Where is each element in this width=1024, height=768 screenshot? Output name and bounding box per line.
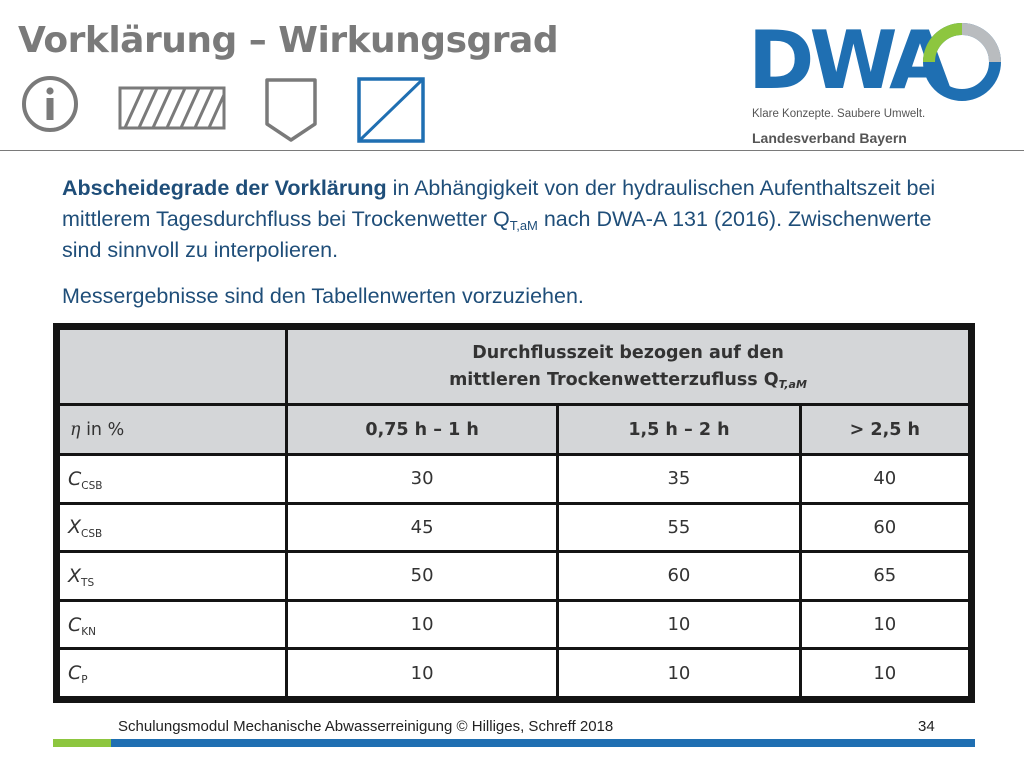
- slide-title: Vorklärung – Wirkungsgrad: [18, 20, 559, 61]
- row-symbol: X: [68, 564, 82, 587]
- table-corner-cell: [60, 330, 285, 403]
- eta-header: η in %: [60, 406, 285, 453]
- table-row: XCSB 45 55 60: [60, 504, 968, 551]
- table-cell: 55: [559, 504, 799, 551]
- table-cell: 10: [288, 601, 557, 648]
- page-number: 34: [918, 718, 935, 735]
- table-cell: 10: [288, 650, 557, 696]
- intro-paragraph: Abscheidegrade der Vorklärung in Abhängi…: [62, 173, 942, 266]
- group-header-subscript: T,aM: [778, 377, 807, 391]
- row-symbol: C: [68, 613, 82, 636]
- row-label: XTS: [60, 553, 285, 599]
- intro-text: in Abhängigkeit von der hydraulischen Au…: [62, 176, 936, 231]
- logo-region: Landesverband Bayern: [752, 130, 907, 146]
- diagonal-square-icon[interactable]: [356, 76, 426, 144]
- table-cell: 45: [288, 504, 557, 551]
- intro-text-end: nach DWA-A 131 (2016). Zwischenwerte sin…: [62, 207, 932, 262]
- row-subscript: CSB: [81, 479, 103, 492]
- dwa-logo: DWA Klare Konzepte. Saubere Umwelt. Land…: [748, 18, 1008, 150]
- row-label: CP: [60, 650, 285, 696]
- header-divider: [0, 150, 1024, 151]
- table-cell: 60: [801, 504, 968, 551]
- table-group-header: Durchflusszeit bezogen auf den mittleren…: [288, 330, 968, 403]
- table-row: CKN 10 10 10: [60, 601, 968, 648]
- row-subscript: CSB: [81, 528, 103, 541]
- efficiency-table: Durchflusszeit bezogen auf den mittleren…: [53, 323, 975, 703]
- row-symbol: X: [68, 516, 82, 539]
- column-header: 0,75 h – 1 h: [288, 406, 557, 453]
- table-cell: 35: [559, 456, 799, 502]
- logo-ring-icon: [923, 23, 1001, 101]
- logo-tagline: Klare Konzepte. Saubere Umwelt.: [752, 108, 926, 120]
- row-subscript: TS: [81, 576, 95, 589]
- row-label: CKN: [60, 601, 285, 648]
- row-label: XCSB: [60, 504, 285, 551]
- eta-symbol: η: [70, 419, 81, 440]
- note-text: Messergebnisse sind den Tabellenwerten v…: [62, 284, 584, 308]
- hatched-rectangle-icon[interactable]: [118, 86, 226, 130]
- group-header-line1: Durchflusszeit bezogen auf den: [472, 342, 784, 363]
- group-header-line2: mittleren Trockenwetterzufluss Q: [449, 369, 779, 390]
- intro-bold: Abscheidegrade der Vorklärung: [62, 176, 387, 200]
- table-row: XTS 50 60 65: [60, 553, 968, 599]
- table-cell: 50: [288, 553, 557, 599]
- table-cell: 60: [559, 553, 799, 599]
- footer-bar-blue: [111, 739, 975, 747]
- table-cell: 65: [801, 553, 968, 599]
- table-row: CP 10 10 10: [60, 650, 968, 696]
- row-symbol: C: [68, 467, 82, 490]
- info-icon[interactable]: [20, 74, 80, 134]
- column-header: 1,5 h – 2 h: [559, 406, 799, 453]
- row-label: CCSB: [60, 456, 285, 502]
- table-cell: 10: [801, 601, 968, 648]
- table-cell: 10: [801, 650, 968, 696]
- footer-text: Schulungsmodul Mechanische Abwasserreini…: [118, 718, 614, 735]
- shield-pentagon-icon[interactable]: [263, 76, 319, 144]
- row-symbol: C: [68, 662, 82, 685]
- logo-wordmark: DWA: [748, 14, 951, 107]
- table-cell: 30: [288, 456, 557, 502]
- footer-bar-green: [53, 739, 111, 747]
- intro-subscript: T,aM: [509, 218, 538, 233]
- row-subscript: KN: [81, 625, 97, 638]
- row-subscript: P: [81, 674, 88, 687]
- eta-unit: in %: [80, 419, 125, 440]
- table-cell: 10: [559, 601, 799, 648]
- table-cell: 10: [559, 650, 799, 696]
- column-header: > 2,5 h: [801, 406, 968, 453]
- table-cell: 40: [801, 456, 968, 502]
- table-row: CCSB 30 35 40: [60, 456, 968, 502]
